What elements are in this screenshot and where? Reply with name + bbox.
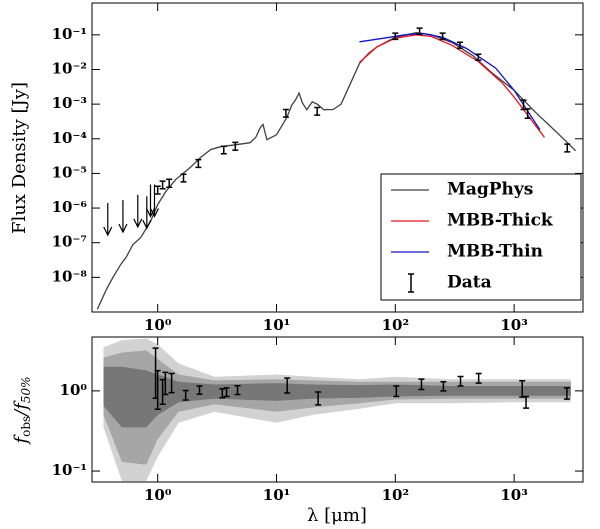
error-bar	[393, 385, 400, 398]
line	[359, 34, 545, 138]
y-axis-label: Flux Density [Jy]	[9, 82, 30, 234]
error-bar	[154, 369, 161, 410]
y-tick-label: 10⁻¹	[52, 461, 87, 479]
error-bar	[418, 378, 425, 391]
error-bar	[457, 375, 464, 387]
error-bar	[524, 108, 531, 120]
plot-frame	[91, 2, 584, 313]
error-bar	[284, 377, 291, 394]
legend-label: MBB-Thick	[447, 211, 554, 231]
y-tick-label: 10⁻⁷	[52, 233, 87, 251]
upper-limit	[149, 184, 160, 218]
error-bar	[315, 391, 322, 406]
legend: MagPhys MBB-Thick MBB-Thin Data	[380, 173, 582, 301]
error-bar	[182, 389, 189, 401]
legend-label: Data	[447, 273, 492, 293]
label-part: /f	[11, 400, 32, 418]
error-bar	[220, 145, 227, 155]
error-bar	[392, 32, 399, 41]
error-bar	[180, 173, 187, 183]
legend-label: MBB-Thin	[447, 242, 543, 262]
upper-limit	[142, 196, 152, 230]
upper-limit	[118, 200, 128, 234]
x-tick-label: 10³	[500, 316, 527, 334]
legend-label: MagPhys	[447, 180, 533, 200]
upper-limit	[103, 203, 113, 237]
x-tick-label: 10¹	[263, 486, 290, 504]
error-bar	[232, 141, 239, 151]
band	[103, 350, 571, 465]
y-tick-label: 10⁻⁸	[52, 267, 88, 285]
x-tick-label: 10²	[382, 316, 409, 334]
error-bar	[523, 395, 530, 409]
error-bar	[456, 41, 463, 50]
upper-limit	[145, 184, 156, 218]
plot-frame	[91, 336, 584, 483]
line	[359, 32, 541, 131]
x-tick-label: 10²	[382, 486, 409, 504]
y-axis-label: fobs/f50%	[11, 376, 33, 445]
y-tick-label: 10⁻¹	[52, 25, 87, 43]
label-part: 50%	[19, 376, 33, 403]
error-bar	[195, 158, 202, 169]
x-tick-label: 10¹	[263, 316, 290, 334]
error-bar	[196, 385, 203, 395]
error-bar	[440, 380, 447, 392]
y-tick-label: 10⁻⁴	[52, 129, 88, 147]
error-bar	[234, 384, 241, 396]
x-tick-label: 10⁰	[144, 486, 172, 504]
x-tick-label: 10⁰	[144, 316, 172, 334]
label-part: obs	[19, 416, 33, 437]
y-tick-label: 10⁻³	[52, 94, 87, 112]
y-tick-label: 10⁻⁶	[52, 198, 88, 216]
error-bar	[416, 27, 423, 36]
upper-limit	[133, 194, 143, 229]
error-bar	[162, 371, 169, 396]
error-bar	[219, 388, 226, 399]
x-axis-label: λ [μm]	[307, 505, 367, 526]
error-bar	[314, 106, 321, 116]
error-bar	[223, 387, 230, 398]
y-tick-label: 10⁻⁵	[52, 163, 87, 181]
legend-swatch	[408, 273, 414, 293]
error-bar	[439, 32, 446, 41]
band	[103, 366, 571, 428]
x-tick-label: 10³	[500, 486, 527, 504]
band	[103, 338, 571, 482]
error-bar	[475, 53, 482, 62]
legend-frame	[380, 173, 582, 301]
error-bar	[154, 185, 161, 195]
error-bar	[564, 143, 571, 153]
y-tick-label: 10⁻²	[52, 59, 87, 77]
error-bar	[166, 178, 173, 188]
error-bar	[159, 180, 166, 190]
error-bar	[475, 372, 482, 384]
error-bar	[168, 372, 175, 394]
y-tick-label: 10⁰	[60, 381, 88, 399]
error-bar	[282, 108, 289, 118]
error-bar	[563, 387, 570, 400]
